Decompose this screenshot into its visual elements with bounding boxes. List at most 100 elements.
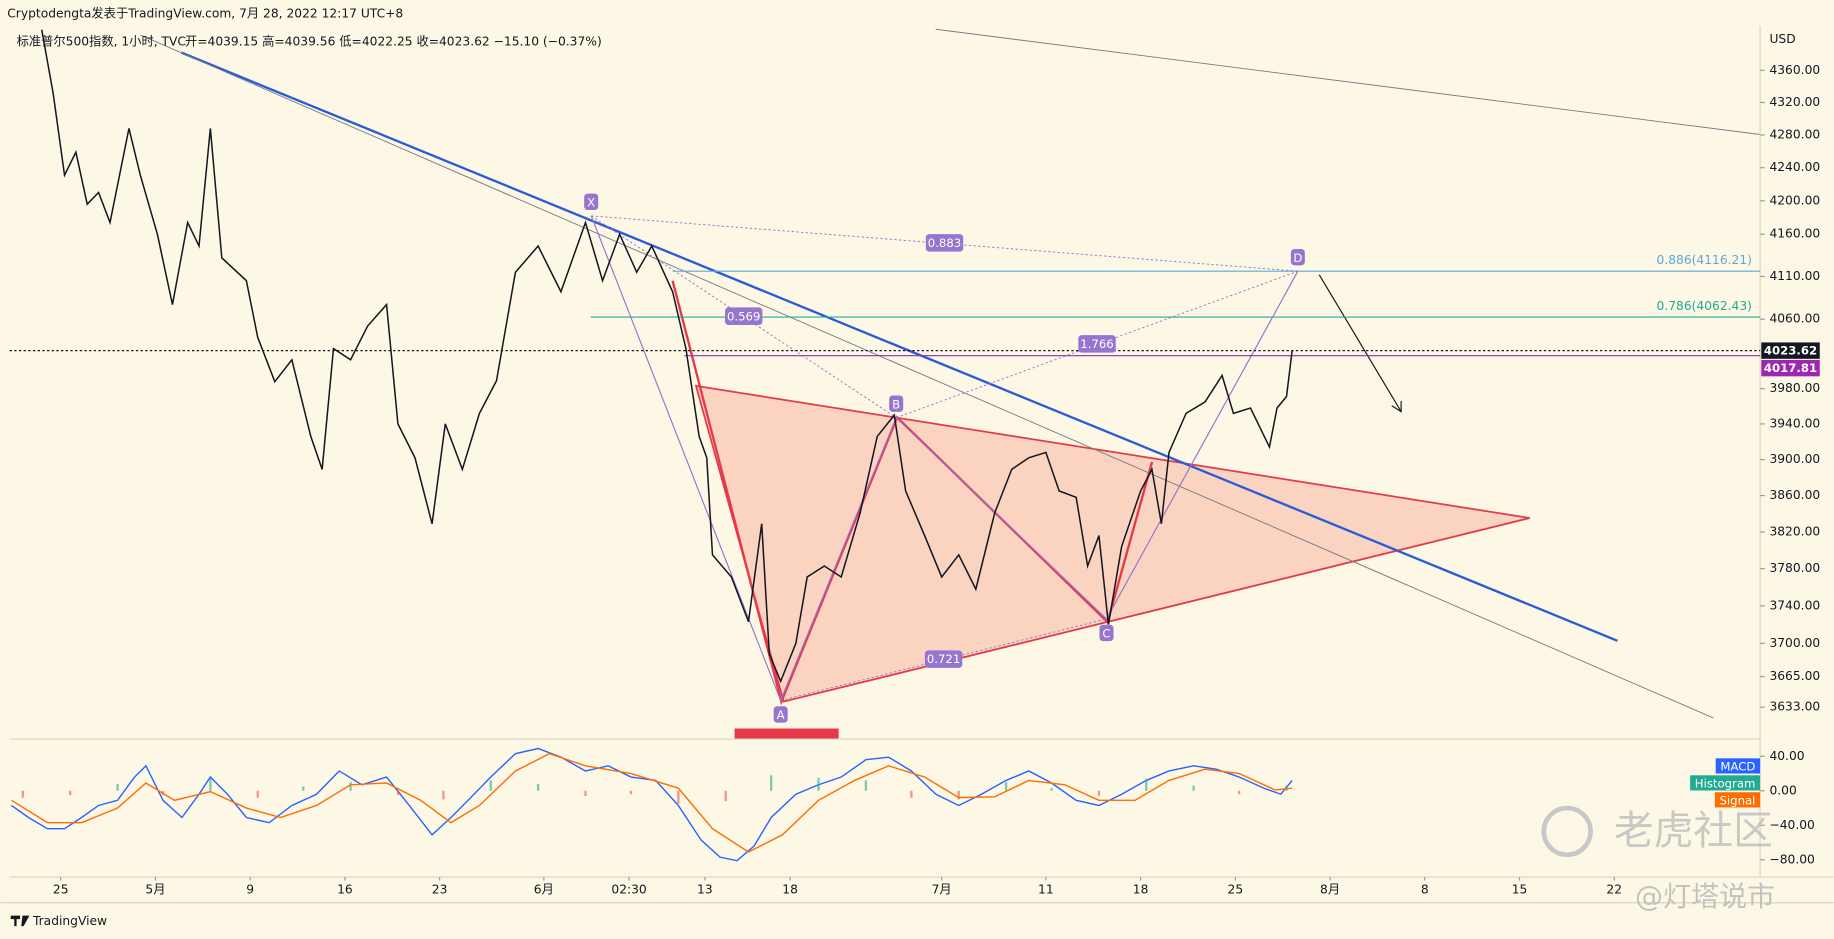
y-tick-label: 4110.00: [1769, 269, 1820, 283]
pattern-point: [889, 395, 904, 412]
watermark: @灯塔说市: [1635, 880, 1775, 913]
fib-label: 0.786(4062.43): [1657, 299, 1752, 313]
y-tick-label: 3900.00: [1769, 452, 1820, 466]
pattern-leg: [780, 417, 897, 701]
pattern-label: [734, 728, 839, 740]
x-tick-label: 11: [1038, 882, 1054, 896]
histogram-bar: [349, 782, 352, 791]
price-box-label: 4023.62: [1764, 344, 1817, 358]
y-tick-label: −40.00: [1769, 818, 1814, 832]
y-tick-label: 3860.00: [1769, 488, 1820, 502]
x-tick-label: 5月: [145, 882, 165, 896]
x-tick-label: 7月: [932, 882, 952, 896]
y-tick-label: 4320.00: [1769, 95, 1820, 109]
histogram-bar: [442, 790, 445, 800]
pattern-leg: [895, 417, 1107, 620]
pattern-point-label: C: [1102, 627, 1110, 641]
trend-line: [181, 51, 1618, 642]
trend-line: [140, 34, 1714, 719]
histogram-bar: [1145, 778, 1148, 791]
x-tick-label: 9: [246, 882, 254, 896]
y-tick-label: 3980.00: [1769, 381, 1820, 395]
ratio-label: 0.721: [927, 652, 960, 666]
x-tick-label: 23: [432, 882, 448, 896]
y-tick-label: 3940.00: [1769, 416, 1820, 430]
histogram-bar: [21, 790, 25, 798]
unit: USD: [1769, 32, 1795, 46]
x-tick-label: 6月: [534, 882, 554, 896]
y-tick-label: −80.00: [1769, 852, 1814, 866]
y-tick-label: 4240.00: [1769, 160, 1820, 174]
y-tick-label: 40.00: [1769, 749, 1804, 763]
pattern-point: [1290, 248, 1305, 266]
legend-label: MACD: [1720, 760, 1755, 774]
x-tick-label: 15: [1512, 882, 1528, 896]
price-line-series: [40, 29, 1293, 684]
histogram-bar: [957, 790, 960, 800]
legend-box: [1690, 775, 1761, 791]
y-tick-label: 3780.00: [1769, 561, 1820, 575]
y-tick-label: 3820.00: [1769, 524, 1820, 538]
legend-box: [1715, 758, 1761, 774]
y-tick-label: 3700.00: [1769, 636, 1820, 650]
ratio-box: [924, 650, 963, 668]
price-box: [1761, 359, 1820, 377]
ratio-label: 0.569: [727, 309, 760, 323]
x-tick-label: 02:30: [611, 882, 646, 896]
histogram-bar: [256, 790, 259, 798]
x-tick-label: 16: [337, 882, 353, 896]
histogram-bar: [536, 783, 540, 791]
histogram-bar: [69, 790, 72, 796]
pattern-point-label: B: [892, 397, 900, 411]
arrow: [1318, 274, 1402, 412]
x-tick-label: 8月: [1320, 882, 1340, 896]
macd-line: [11, 752, 1293, 853]
histogram-bar: [1004, 782, 1008, 791]
histogram-bar: [724, 790, 727, 802]
pattern-point: [773, 706, 788, 723]
pattern-point-label: X: [587, 195, 595, 209]
ratio-box: [1078, 335, 1116, 353]
ratio-box: [724, 307, 763, 325]
price-box-label: 4017.81: [1764, 361, 1817, 375]
pattern-point-label: D: [1293, 251, 1302, 265]
pattern-leg: [1105, 270, 1299, 620]
ratio-label: 1.766: [1080, 337, 1113, 351]
histogram-bar: [1192, 785, 1195, 791]
x-tick-label: 18: [782, 882, 798, 896]
watermark-logo: [1541, 805, 1593, 858]
brand: TradingView: [32, 914, 107, 928]
x-tick-label: 8: [1421, 882, 1429, 896]
histogram-bar: [864, 780, 868, 791]
pattern-ratio-line: [896, 270, 1299, 419]
logo: [10, 915, 30, 927]
pattern-point: [584, 193, 599, 210]
pattern-point: [1099, 624, 1114, 642]
y-tick-label: 4360.00: [1769, 63, 1820, 77]
y-tick-label: 4280.00: [1769, 127, 1820, 141]
y-tick-label: 4160.00: [1769, 227, 1820, 241]
watermark: 老虎社区: [1614, 808, 1773, 854]
legend-label: Histogram: [1695, 777, 1756, 791]
trend-line: [935, 28, 1761, 135]
x-tick-label: 25: [53, 882, 69, 896]
histogram-bar: [209, 777, 212, 791]
y-tick-label: 3633.00: [1769, 700, 1820, 714]
ratio-label: 0.883: [928, 236, 961, 250]
y-tick-label: 4060.00: [1769, 312, 1820, 326]
y-tick-label: 3665.00: [1769, 669, 1820, 683]
ohlc: 开=4039.15 高=4039.56 低=4022.25 收=4023.62 …: [185, 34, 602, 49]
histogram-bar: [1237, 790, 1241, 795]
arrow-head: [1391, 401, 1402, 413]
histogram-bar: [116, 783, 119, 791]
histogram-bar: [1050, 788, 1053, 791]
histogram-bar: [302, 786, 305, 791]
histogram-bar: [817, 777, 820, 791]
price-box: [1761, 342, 1820, 359]
histogram-bar: [1097, 790, 1101, 796]
y-tick-label: 4200.00: [1769, 193, 1820, 207]
pattern-ratio-line: [591, 215, 1298, 272]
fib-label: 0.886(4116.21): [1657, 253, 1752, 267]
